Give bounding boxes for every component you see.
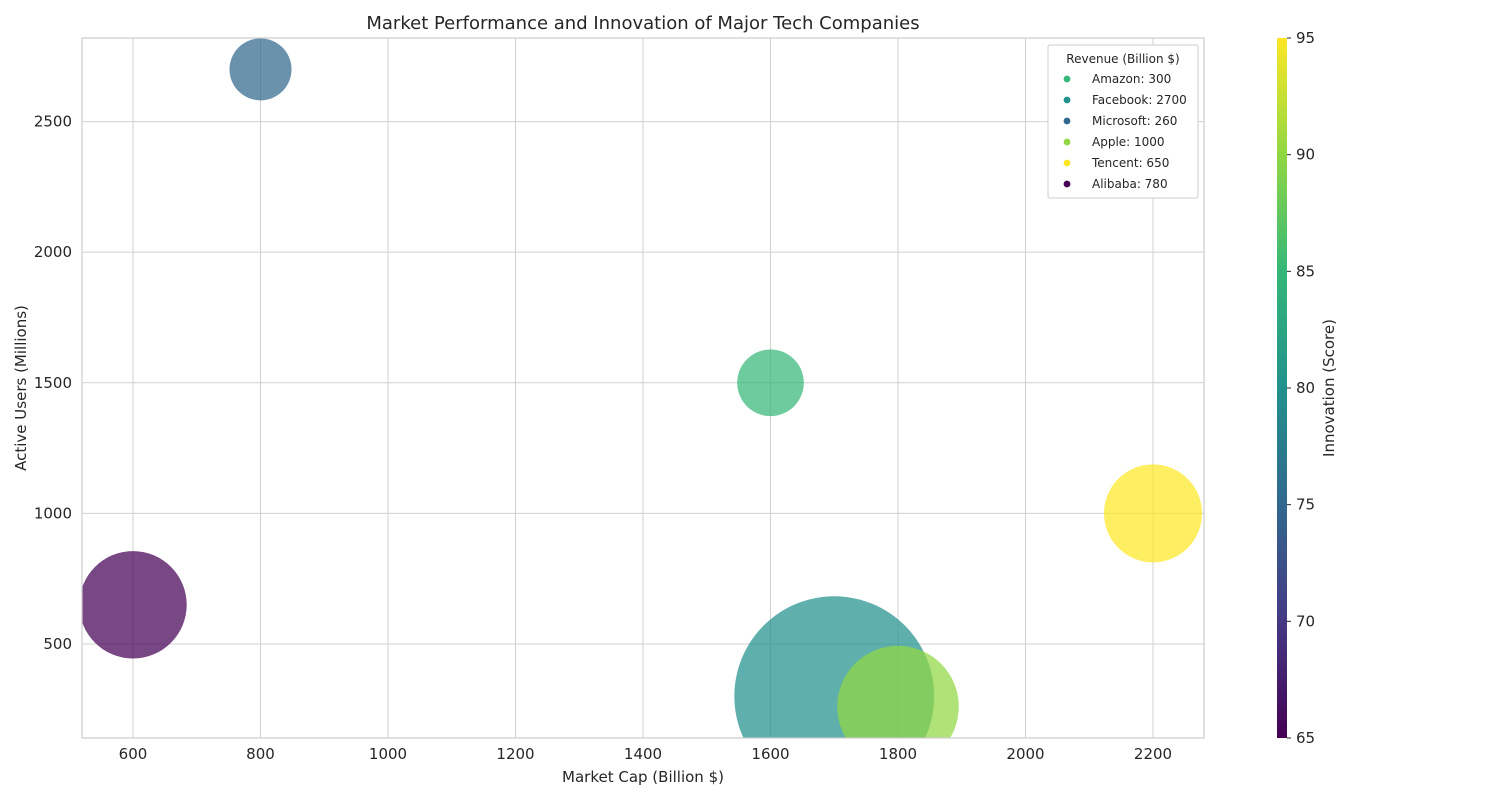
y-tick-labels: 500 1000 1500 2000 2500 [34, 113, 72, 653]
legend-label: Microsoft: 260 [1092, 114, 1177, 128]
y-tick-label: 1000 [34, 504, 72, 522]
x-tick-label: 1600 [751, 745, 789, 763]
x-tick-label: 1000 [369, 745, 407, 763]
colorbar-tick-label: 75 [1296, 496, 1315, 514]
y-tick-label: 1500 [34, 374, 72, 392]
bubble-amazon [737, 349, 804, 417]
x-tick-label: 2200 [1134, 745, 1172, 763]
x-tick-label: 2000 [1006, 745, 1044, 763]
y-axis-label: Active Users (Millions) [12, 305, 30, 471]
legend-title: Revenue (Billion $) [1066, 52, 1179, 66]
x-axis-label: Market Cap (Billion $) [562, 768, 724, 786]
legend-label: Alibaba: 780 [1092, 177, 1168, 191]
colorbar-tick-label: 95 [1296, 29, 1315, 47]
y-tick-label: 2500 [34, 113, 72, 131]
legend-label: Facebook: 2700 [1092, 93, 1187, 107]
colorbar-label: Innovation (Score) [1320, 319, 1338, 457]
bubble-microsoft [229, 38, 292, 101]
y-tick-label: 500 [43, 635, 72, 653]
legend-marker [1063, 159, 1071, 167]
legend-label: Tencent: 650 [1091, 156, 1169, 170]
bubble-alibaba [82, 551, 187, 659]
legend-marker [1063, 96, 1071, 104]
colorbar-tick-label: 85 [1296, 262, 1315, 280]
legend-items: Amazon: 300 Facebook: 2700 Microsoft: 260 A… [1063, 72, 1187, 191]
colorbar-tick-label: 90 [1296, 146, 1315, 164]
bubble-apple [837, 645, 959, 738]
bubbles-layer [82, 38, 1203, 738]
legend-label: Amazon: 300 [1092, 72, 1171, 86]
legend-label: Apple: 1000 [1092, 135, 1165, 149]
x-tick-label: 1200 [496, 745, 534, 763]
x-tick-labels: 600 800 1000 1200 1400 1600 1800 2000 2200 [119, 745, 1172, 763]
bubble-tencent [1103, 464, 1203, 563]
grid-lines [82, 38, 1204, 738]
legend-marker [1063, 138, 1071, 146]
legend-box [1047, 44, 1199, 199]
x-tick-label: 1800 [879, 745, 917, 763]
colorbar-tick-label: 70 [1296, 612, 1315, 630]
legend-marker [1063, 117, 1071, 125]
colorbar-ticks: 65 70 75 80 85 90 95 [1287, 29, 1315, 747]
chart-title: Market Performance and Innovation of Maj… [366, 13, 919, 34]
plot-frame [81, 37, 1205, 739]
legend-marker [1063, 180, 1071, 188]
colorbar-gradient [1277, 38, 1287, 738]
colorbar: 65 70 75 80 85 90 95 Innovation (Score) [1277, 29, 1338, 747]
legend-marker [1063, 75, 1071, 83]
legend: Revenue (Billion $) Amazon: 300 Facebook:… [1047, 44, 1199, 199]
x-tick-label: 600 [119, 745, 148, 763]
y-tick-label: 2000 [34, 243, 72, 261]
colorbar-tick-label: 80 [1296, 379, 1315, 397]
x-tick-label: 1400 [624, 745, 662, 763]
colorbar-tick-label: 65 [1296, 729, 1315, 747]
x-tick-label: 800 [246, 745, 275, 763]
